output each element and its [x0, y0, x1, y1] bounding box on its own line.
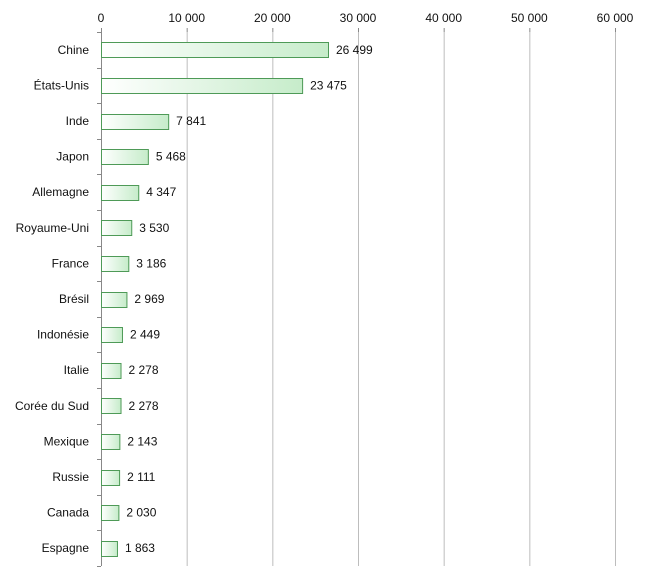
category-label-6: France	[52, 256, 90, 270]
category-label-10: Corée du Sud	[15, 399, 89, 413]
value-label-6: 3 186	[136, 256, 166, 270]
value-label-7: 2 969	[134, 292, 164, 306]
x-tick-label-3: 30 000	[340, 11, 377, 25]
value-label-14: 1 863	[125, 541, 155, 555]
bar-10	[101, 398, 122, 414]
category-label-11: Mexique	[44, 434, 90, 448]
bar-1	[101, 78, 304, 94]
value-label-9: 2 278	[129, 363, 159, 377]
bar-0	[101, 42, 330, 58]
category-label-14: Espagne	[42, 541, 90, 555]
category-label-3: Japon	[56, 150, 89, 164]
gridlines	[186, 32, 616, 566]
bars	[101, 42, 330, 557]
value-label-3: 5 468	[156, 150, 186, 164]
bar-11	[101, 434, 121, 450]
bar-2	[101, 114, 170, 130]
value-label-4: 4 347	[146, 185, 176, 199]
category-label-13: Canada	[47, 506, 89, 520]
value-label-2: 7 841	[176, 114, 206, 128]
bar-5	[101, 220, 133, 236]
bar-12	[101, 470, 121, 486]
value-label-13: 2 030	[126, 506, 156, 520]
value-label-12: 2 111	[127, 470, 156, 484]
category-label-2: Inde	[66, 114, 90, 128]
value-label-8: 2 449	[130, 328, 160, 342]
x-tick-label-5: 50 000	[511, 11, 548, 25]
bar-7	[101, 292, 128, 308]
x-tick-label-4: 40 000	[425, 11, 462, 25]
value-label-1: 23 475	[310, 78, 347, 92]
x-tick-label-1: 10 000	[168, 11, 205, 25]
category-label-12: Russie	[52, 470, 89, 484]
bar-8	[101, 327, 123, 343]
bar-3	[101, 149, 149, 165]
x-tick-label-6: 60 000	[597, 11, 634, 25]
value-label-5: 3 530	[139, 221, 169, 235]
bar-9	[101, 363, 122, 379]
category-label-7: Brésil	[59, 292, 89, 306]
bar-6	[101, 256, 130, 272]
x-tick-label-0: 0	[98, 11, 105, 25]
category-label-4: Allemagne	[32, 185, 89, 199]
bar-13	[101, 505, 120, 521]
value-label-11: 2 143	[127, 434, 157, 448]
bar-14	[101, 541, 118, 557]
category-label-5: Royaume-Uni	[16, 221, 89, 235]
category-label-1: États-Unis	[34, 77, 89, 92]
category-label-0: Chine	[58, 43, 90, 57]
value-label-10: 2 278	[129, 399, 159, 413]
value-label-0: 26 499	[336, 43, 373, 57]
labels: 0 10 000 20 000 30 000 40 000 50 000 60 000 Chi…	[15, 11, 634, 555]
category-label-8: Indonésie	[37, 328, 89, 342]
category-label-9: Italie	[64, 363, 90, 377]
bar-4	[101, 185, 140, 201]
x-tick-label-2: 20 000	[254, 11, 291, 25]
axes	[97, 28, 616, 567]
